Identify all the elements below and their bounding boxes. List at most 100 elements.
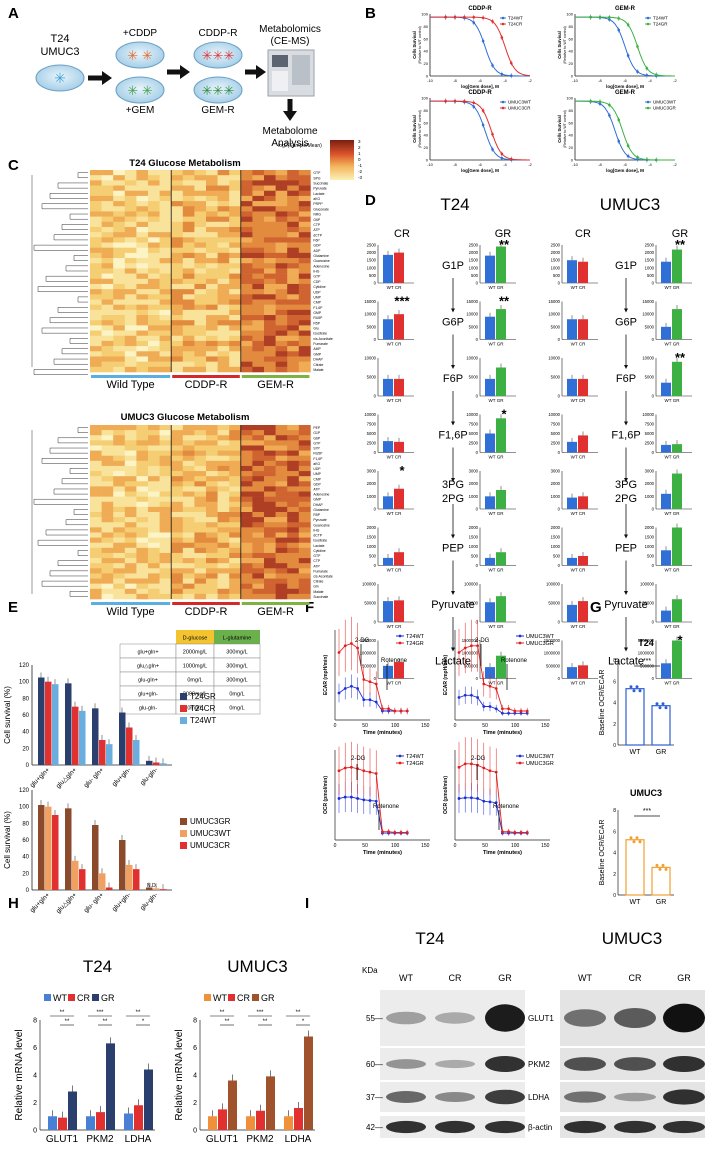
kda-marker: 42— (366, 1123, 383, 1132)
panel-label-a: A (8, 5, 19, 22)
heatmap-row-label: GDP (313, 244, 321, 248)
heatmap-row-label: SPG (313, 176, 321, 180)
y-tick: 0 (613, 893, 616, 899)
scale-tick: -3 (358, 175, 362, 180)
metabolite-label: F1,6P (611, 430, 640, 442)
treat-cddp-label: +CDDP (123, 28, 158, 39)
x-tick: -6 (623, 162, 627, 167)
dish-cddp-r (193, 41, 243, 69)
y-tick: 1000 (551, 544, 561, 549)
legend-label: CR (77, 993, 90, 1003)
heatmap-row-label: Isocitrate (313, 539, 327, 543)
y-tick: 0 (193, 1128, 197, 1135)
x-tick: -2 (528, 162, 532, 167)
bar (45, 806, 52, 890)
legend-label: T24GR (653, 22, 668, 27)
legend-label: UMUC3WT (190, 829, 231, 838)
metabolite-label: Lactate (608, 656, 644, 668)
y-tick: 40 (22, 730, 29, 736)
y-tick: 5000 (645, 431, 655, 436)
y-tick: 0 (374, 620, 377, 625)
data-point (632, 689, 636, 693)
blot-band (564, 1009, 606, 1027)
dish-gem (115, 76, 165, 104)
y-tick: 100 (421, 12, 428, 17)
metabolite-label: PEP (442, 543, 464, 555)
significance-stars: * (399, 463, 405, 478)
legend-marker (501, 106, 505, 110)
data-point (638, 840, 642, 844)
y-tick: 500 (647, 273, 655, 278)
y-tick: 7500 (469, 422, 479, 427)
blot-band (386, 1059, 426, 1069)
heatmap-row-label: Cytidine (313, 285, 325, 289)
y-tick: 0 (476, 450, 479, 455)
bar (485, 433, 495, 453)
plot-title: GEM-R (615, 90, 636, 96)
y-label-2: (Relative to WT control) (418, 26, 422, 64)
x-tick: 0 (334, 723, 337, 729)
bar (394, 488, 404, 509)
y-tick: 40 (424, 133, 429, 138)
bar (65, 808, 72, 890)
bar (625, 688, 645, 746)
x-tick-pair: WT CR (571, 342, 586, 347)
y-tick: 500000 (362, 663, 377, 668)
significance-stars: *** (96, 1010, 104, 1016)
x-tick-pair: WT CR (571, 681, 586, 686)
x-tick-pair: WT GR (489, 455, 505, 460)
heatmap-row-label: GTP (313, 171, 321, 175)
y-label: Baseline OCR/ECAR (599, 820, 606, 886)
x-tick-pair: WT GR (665, 681, 681, 686)
plot-title: UMUC3 (630, 788, 662, 798)
y-tick: 5000 (469, 375, 479, 380)
y-tick: 10000 (364, 356, 376, 361)
legend-marker (646, 16, 650, 20)
y-tick: 0 (476, 507, 479, 512)
significance-stars: ** (65, 1019, 70, 1025)
y-tick: 1500 (551, 258, 561, 263)
y-tick: 1000 (469, 265, 479, 270)
legend-swatch (92, 994, 99, 1001)
data-point (655, 702, 659, 706)
blot-band (663, 1120, 705, 1134)
heatmap-row-label: CTP (313, 559, 321, 563)
heatmap-row-label: Succinate (313, 182, 328, 186)
bar (126, 727, 133, 765)
survival-umuc3: 0 20 40 60 80 100 120 Cell survival (%) glu+gln+… (3, 788, 231, 915)
bar (661, 663, 671, 679)
table-cell: glu-gln+ (138, 678, 158, 684)
x-tick-pair: WT CR (571, 511, 586, 516)
bar (496, 490, 506, 509)
kda-marker: 37— (366, 1093, 383, 1102)
bar-subplot: 3000 2000 1000 0 WT CR * (367, 463, 414, 516)
heatmap-row-label: Fumarate (313, 569, 328, 573)
legend-label: UMUC3GR (653, 106, 677, 111)
table-header: L-glutamine (223, 636, 252, 642)
significance-stars: ** (103, 1019, 108, 1025)
y-tick: 1000 (645, 494, 655, 499)
y-tick: 2 (33, 1100, 37, 1107)
cell-line-label-2: UMUC3 (40, 46, 79, 58)
seahorse-plot: 0 50 100 150 Time (minutes) OCR (pmol/min) 2-D… (443, 737, 555, 856)
x-tick-pair: WT CR (387, 681, 402, 686)
bar-subplot: 10000 7500 5000 2500 0 WT CR (364, 412, 414, 460)
heatmap-row-label: AMP (313, 347, 321, 351)
bar (79, 869, 86, 890)
y-tick: 60 (569, 36, 574, 41)
heatmap-row-label: ATP (313, 488, 320, 492)
bar (394, 662, 404, 679)
blot-band (485, 1120, 525, 1134)
y-tick: 1000 (645, 544, 655, 549)
y-tick: 10000 (642, 312, 654, 317)
legend-label: CR (237, 993, 250, 1003)
x-tick: GLUT1 (46, 1134, 79, 1145)
x-tick-pair: WT CR (387, 285, 402, 290)
injection-2dg: 2-DG (355, 638, 370, 644)
bar (661, 493, 671, 509)
y-label: Cell survival (%) (3, 811, 12, 869)
lane-label: WT (399, 973, 413, 983)
bar (661, 444, 671, 453)
heatmap-row-label: Guanosine (313, 259, 330, 263)
